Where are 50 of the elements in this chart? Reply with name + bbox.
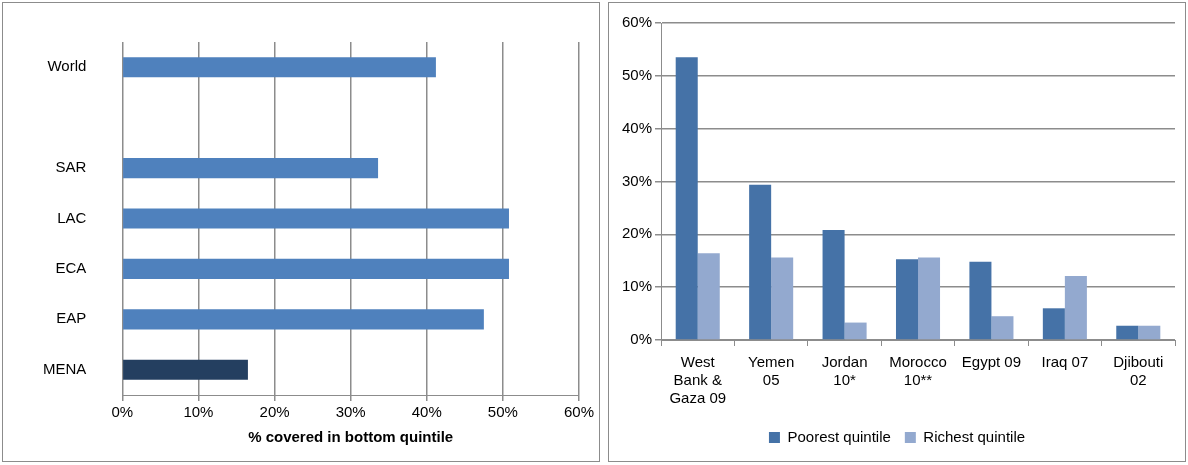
bar (1064, 276, 1087, 340)
y-tick-label: World (47, 57, 87, 75)
x-tick-label: Morocco 10** (889, 353, 947, 389)
x-tick-label: 50% (487, 403, 518, 421)
bar (822, 230, 845, 340)
bar (991, 316, 1014, 340)
x-tick-label: Iraq 07 (1041, 353, 1089, 371)
x-tick-label: 20% (259, 403, 290, 421)
x-axis-title: % covered in bottom quintile (248, 428, 454, 446)
bar (123, 57, 436, 78)
x-tick-label: Djibouti 02 (1113, 353, 1164, 389)
bar (123, 359, 248, 380)
y-tick-label: 60% (621, 13, 653, 31)
bar (1116, 325, 1139, 340)
y-tick-label: 40% (621, 118, 653, 136)
y-tick-label: SAR (55, 158, 87, 176)
legend-label: Richest quintile (923, 427, 1026, 445)
y-tick-label: LAC (57, 208, 87, 226)
x-tick-label: West Bank & Gaza 09 (669, 353, 727, 407)
x-tick-label: Jordan 10* (821, 353, 868, 389)
bar (123, 258, 509, 280)
bar (123, 157, 379, 179)
x-tick-label: 30% (335, 403, 366, 421)
bar (697, 253, 720, 340)
bar (969, 261, 992, 340)
bar (1042, 308, 1065, 340)
bar (1138, 325, 1161, 340)
x-tick-label: 0% (111, 403, 134, 421)
y-tick-label: 50% (621, 65, 653, 83)
y-tick-label: 30% (621, 171, 653, 189)
x-tick-label: 60% (563, 403, 595, 421)
y-tick-label: ECA (55, 259, 87, 277)
y-tick-label: 0% (630, 330, 653, 348)
bar (844, 322, 867, 340)
x-tick-label: 10% (183, 403, 214, 421)
bar (123, 208, 509, 229)
x-tick-label: Egypt 09 (961, 353, 1022, 371)
bar (675, 57, 698, 340)
y-tick-label: MENA (42, 359, 87, 377)
y-tick-label: 20% (621, 224, 653, 242)
x-tick-label: Yemen 05 (748, 353, 795, 389)
y-tick-label: EAP (56, 309, 87, 327)
bar (895, 259, 919, 340)
legend-label: Poorest quintile (787, 427, 891, 445)
bar (918, 257, 941, 340)
bar (749, 184, 772, 340)
x-tick-label: 40% (411, 403, 442, 421)
bar (771, 257, 794, 340)
y-tick-label: 10% (621, 277, 653, 295)
bar (123, 309, 484, 330)
